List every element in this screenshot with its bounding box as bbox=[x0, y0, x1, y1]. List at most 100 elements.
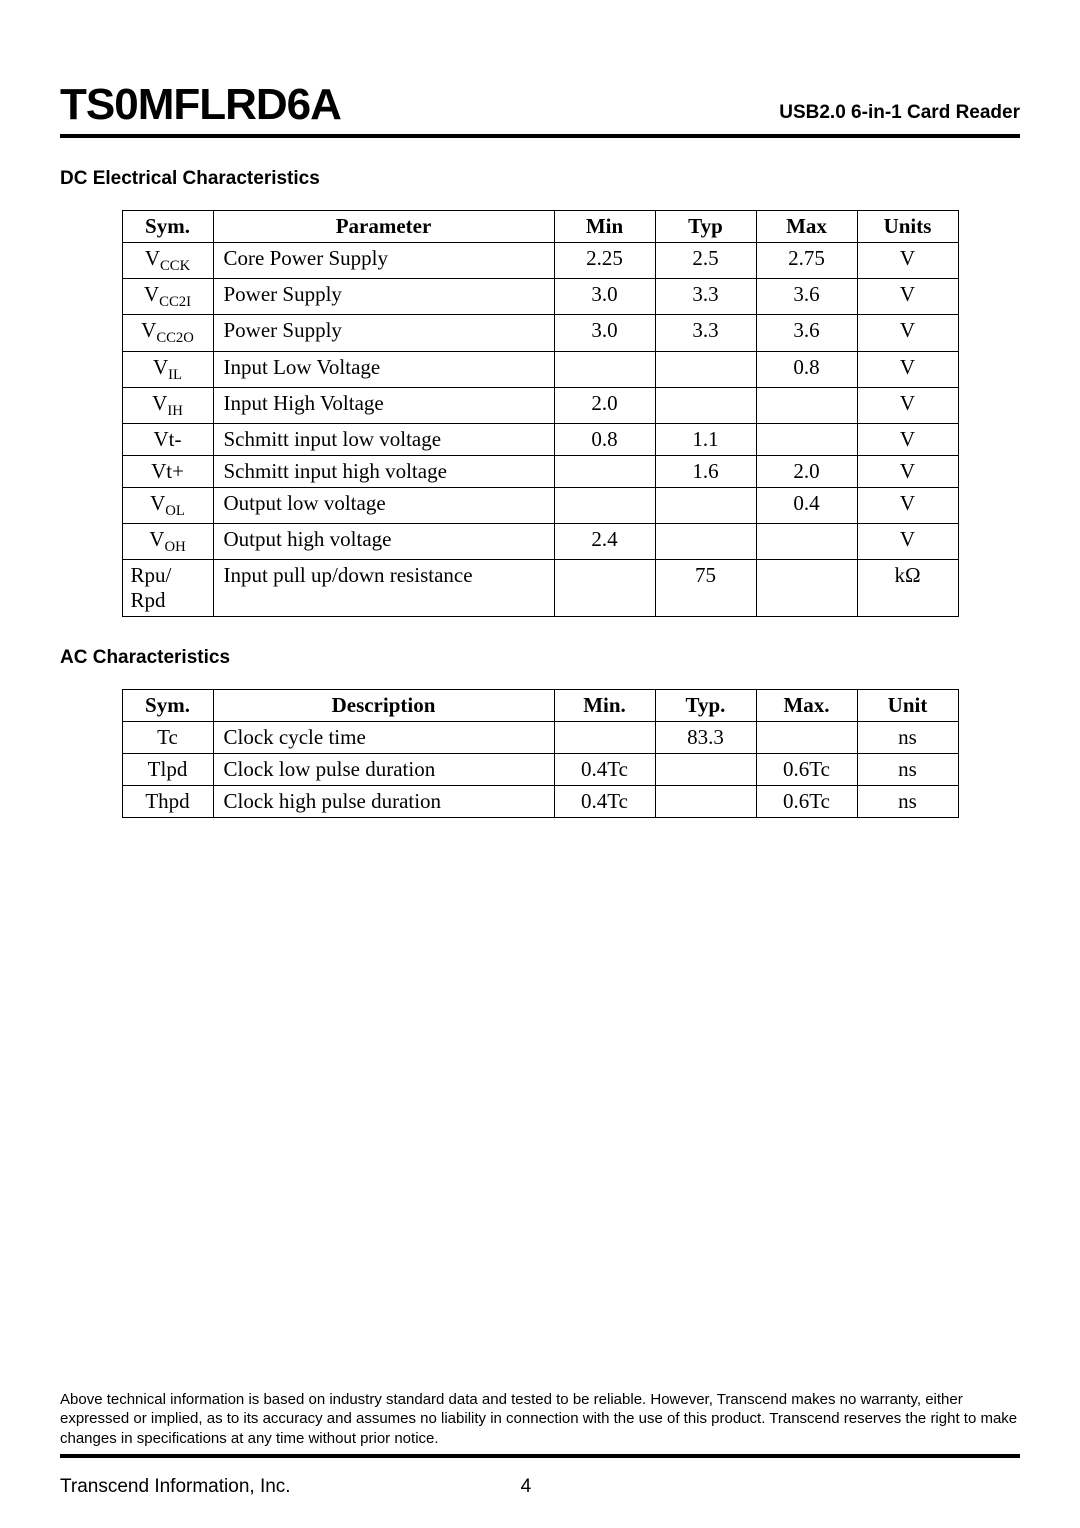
ac-desc-cell: Clock low pulse duration bbox=[213, 754, 554, 786]
dc-typ-cell: 75 bbox=[655, 560, 756, 617]
dc-sym-cell: VIL bbox=[122, 351, 213, 387]
ac-typ-cell bbox=[655, 786, 756, 818]
dc-typ-cell bbox=[655, 387, 756, 423]
table-row: VOLOutput low voltage 0.4V bbox=[122, 487, 958, 523]
dc-typ-cell: 3.3 bbox=[655, 315, 756, 351]
ac-unit-cell: ns bbox=[857, 786, 958, 818]
ac-typ-cell bbox=[655, 754, 756, 786]
ac-min-cell: 0.4Tc bbox=[554, 786, 655, 818]
dc-units-cell: V bbox=[857, 487, 958, 523]
dc-max-cell: 0.4 bbox=[756, 487, 857, 523]
dc-units-cell: V bbox=[857, 387, 958, 423]
dc-min-cell: 0.8 bbox=[554, 423, 655, 455]
dc-sym-cell: VCC2O bbox=[122, 315, 213, 351]
dc-typ-cell bbox=[655, 524, 756, 560]
table-row: TlpdClock low pulse duration0.4Tc0.6Tcns bbox=[122, 754, 958, 786]
header-bar: TS0MFLRD6A USB2.0 6-in-1 Card Reader bbox=[60, 80, 1020, 138]
table-row: ThpdClock high pulse duration0.4Tc0.6Tcn… bbox=[122, 786, 958, 818]
dc-sym-cell: Vt- bbox=[122, 423, 213, 455]
dc-col-header: Typ bbox=[655, 211, 756, 243]
table-row: Rpu/RpdInput pull up/down resistance 75 kΩ bbox=[122, 560, 958, 617]
dc-max-cell: 0.8 bbox=[756, 351, 857, 387]
ac-desc-cell: Clock cycle time bbox=[213, 722, 554, 754]
ac-col-header: Unit bbox=[857, 690, 958, 722]
ac-min-cell: 0.4Tc bbox=[554, 754, 655, 786]
dc-min-cell: 3.0 bbox=[554, 279, 655, 315]
dc-min-cell: 2.0 bbox=[554, 387, 655, 423]
ac-min-cell bbox=[554, 722, 655, 754]
dc-sym-cell: Vt+ bbox=[122, 455, 213, 487]
ac-sym-cell: Thpd bbox=[122, 786, 213, 818]
dc-max-cell: 2.75 bbox=[756, 243, 857, 279]
ac-col-header: Min. bbox=[554, 690, 655, 722]
ac-col-header: Typ. bbox=[655, 690, 756, 722]
dc-param-cell: Power Supply bbox=[213, 279, 554, 315]
table-row: Vt+Schmitt input high voltage 1.62.0V bbox=[122, 455, 958, 487]
ac-max-cell: 0.6Tc bbox=[756, 754, 857, 786]
table-row: VIHInput High Voltage2.0 V bbox=[122, 387, 958, 423]
dc-param-cell: Core Power Supply bbox=[213, 243, 554, 279]
dc-units-cell: V bbox=[857, 243, 958, 279]
ac-unit-cell: ns bbox=[857, 722, 958, 754]
table-row: VCC2OPower Supply3.03.33.6V bbox=[122, 315, 958, 351]
product-title: TS0MFLRD6A bbox=[60, 80, 341, 130]
dc-typ-cell: 2.5 bbox=[655, 243, 756, 279]
dc-units-cell: kΩ bbox=[857, 560, 958, 617]
disclaimer-text: Above technical information is based on … bbox=[60, 1390, 1020, 1459]
dc-param-cell: Schmitt input low voltage bbox=[213, 423, 554, 455]
dc-section-heading: DC Electrical Characteristics bbox=[60, 168, 1020, 190]
dc-param-cell: Input Low Voltage bbox=[213, 351, 554, 387]
dc-max-cell: 2.0 bbox=[756, 455, 857, 487]
dc-col-header: Min bbox=[554, 211, 655, 243]
table-row: VCCKCore Power Supply2.252.52.75V bbox=[122, 243, 958, 279]
table-row: Vt-Schmitt input low voltage0.81.1V bbox=[122, 423, 958, 455]
ac-section-heading: AC Characteristics bbox=[60, 647, 1020, 669]
footer: Transcend Information, Inc. 4 bbox=[60, 1476, 1020, 1498]
dc-units-cell: V bbox=[857, 524, 958, 560]
dc-units-cell: V bbox=[857, 351, 958, 387]
dc-units-cell: V bbox=[857, 455, 958, 487]
dc-characteristics-table: Sym.ParameterMinTypMaxUnitsVCCKCore Powe… bbox=[122, 210, 959, 617]
dc-param-cell: Input High Voltage bbox=[213, 387, 554, 423]
dc-param-cell: Output high voltage bbox=[213, 524, 554, 560]
dc-param-cell: Power Supply bbox=[213, 315, 554, 351]
dc-param-cell: Schmitt input high voltage bbox=[213, 455, 554, 487]
dc-min-cell bbox=[554, 351, 655, 387]
dc-min-cell: 2.4 bbox=[554, 524, 655, 560]
dc-col-header: Sym. bbox=[122, 211, 213, 243]
dc-max-cell bbox=[756, 524, 857, 560]
ac-max-cell: 0.6Tc bbox=[756, 786, 857, 818]
dc-sym-cell: VCCK bbox=[122, 243, 213, 279]
ac-col-header: Sym. bbox=[122, 690, 213, 722]
ac-col-header: Max. bbox=[756, 690, 857, 722]
dc-sym-cell: VIH bbox=[122, 387, 213, 423]
dc-units-cell: V bbox=[857, 315, 958, 351]
dc-sym-cell: VOL bbox=[122, 487, 213, 523]
dc-typ-cell bbox=[655, 351, 756, 387]
dc-typ-cell: 3.3 bbox=[655, 279, 756, 315]
dc-param-cell: Output low voltage bbox=[213, 487, 554, 523]
ac-sym-cell: Tlpd bbox=[122, 754, 213, 786]
dc-units-cell: V bbox=[857, 423, 958, 455]
ac-typ-cell: 83.3 bbox=[655, 722, 756, 754]
dc-col-header: Parameter bbox=[213, 211, 554, 243]
dc-max-cell bbox=[756, 560, 857, 617]
table-row: VILInput Low Voltage 0.8V bbox=[122, 351, 958, 387]
dc-min-cell bbox=[554, 455, 655, 487]
dc-min-cell: 2.25 bbox=[554, 243, 655, 279]
dc-param-cell: Input pull up/down resistance bbox=[213, 560, 554, 617]
footer-company: Transcend Information, Inc. bbox=[60, 1476, 291, 1498]
dc-typ-cell: 1.6 bbox=[655, 455, 756, 487]
dc-typ-cell bbox=[655, 487, 756, 523]
dc-sym-cell: Rpu/Rpd bbox=[122, 560, 213, 617]
dc-col-header: Units bbox=[857, 211, 958, 243]
dc-sym-cell: VCC2I bbox=[122, 279, 213, 315]
dc-units-cell: V bbox=[857, 279, 958, 315]
ac-col-header: Description bbox=[213, 690, 554, 722]
dc-sym-cell: VOH bbox=[122, 524, 213, 560]
dc-col-header: Max bbox=[756, 211, 857, 243]
ac-sym-cell: Tc bbox=[122, 722, 213, 754]
dc-max-cell: 3.6 bbox=[756, 315, 857, 351]
footer-page-number: 4 bbox=[521, 1476, 532, 1498]
ac-max-cell bbox=[756, 722, 857, 754]
